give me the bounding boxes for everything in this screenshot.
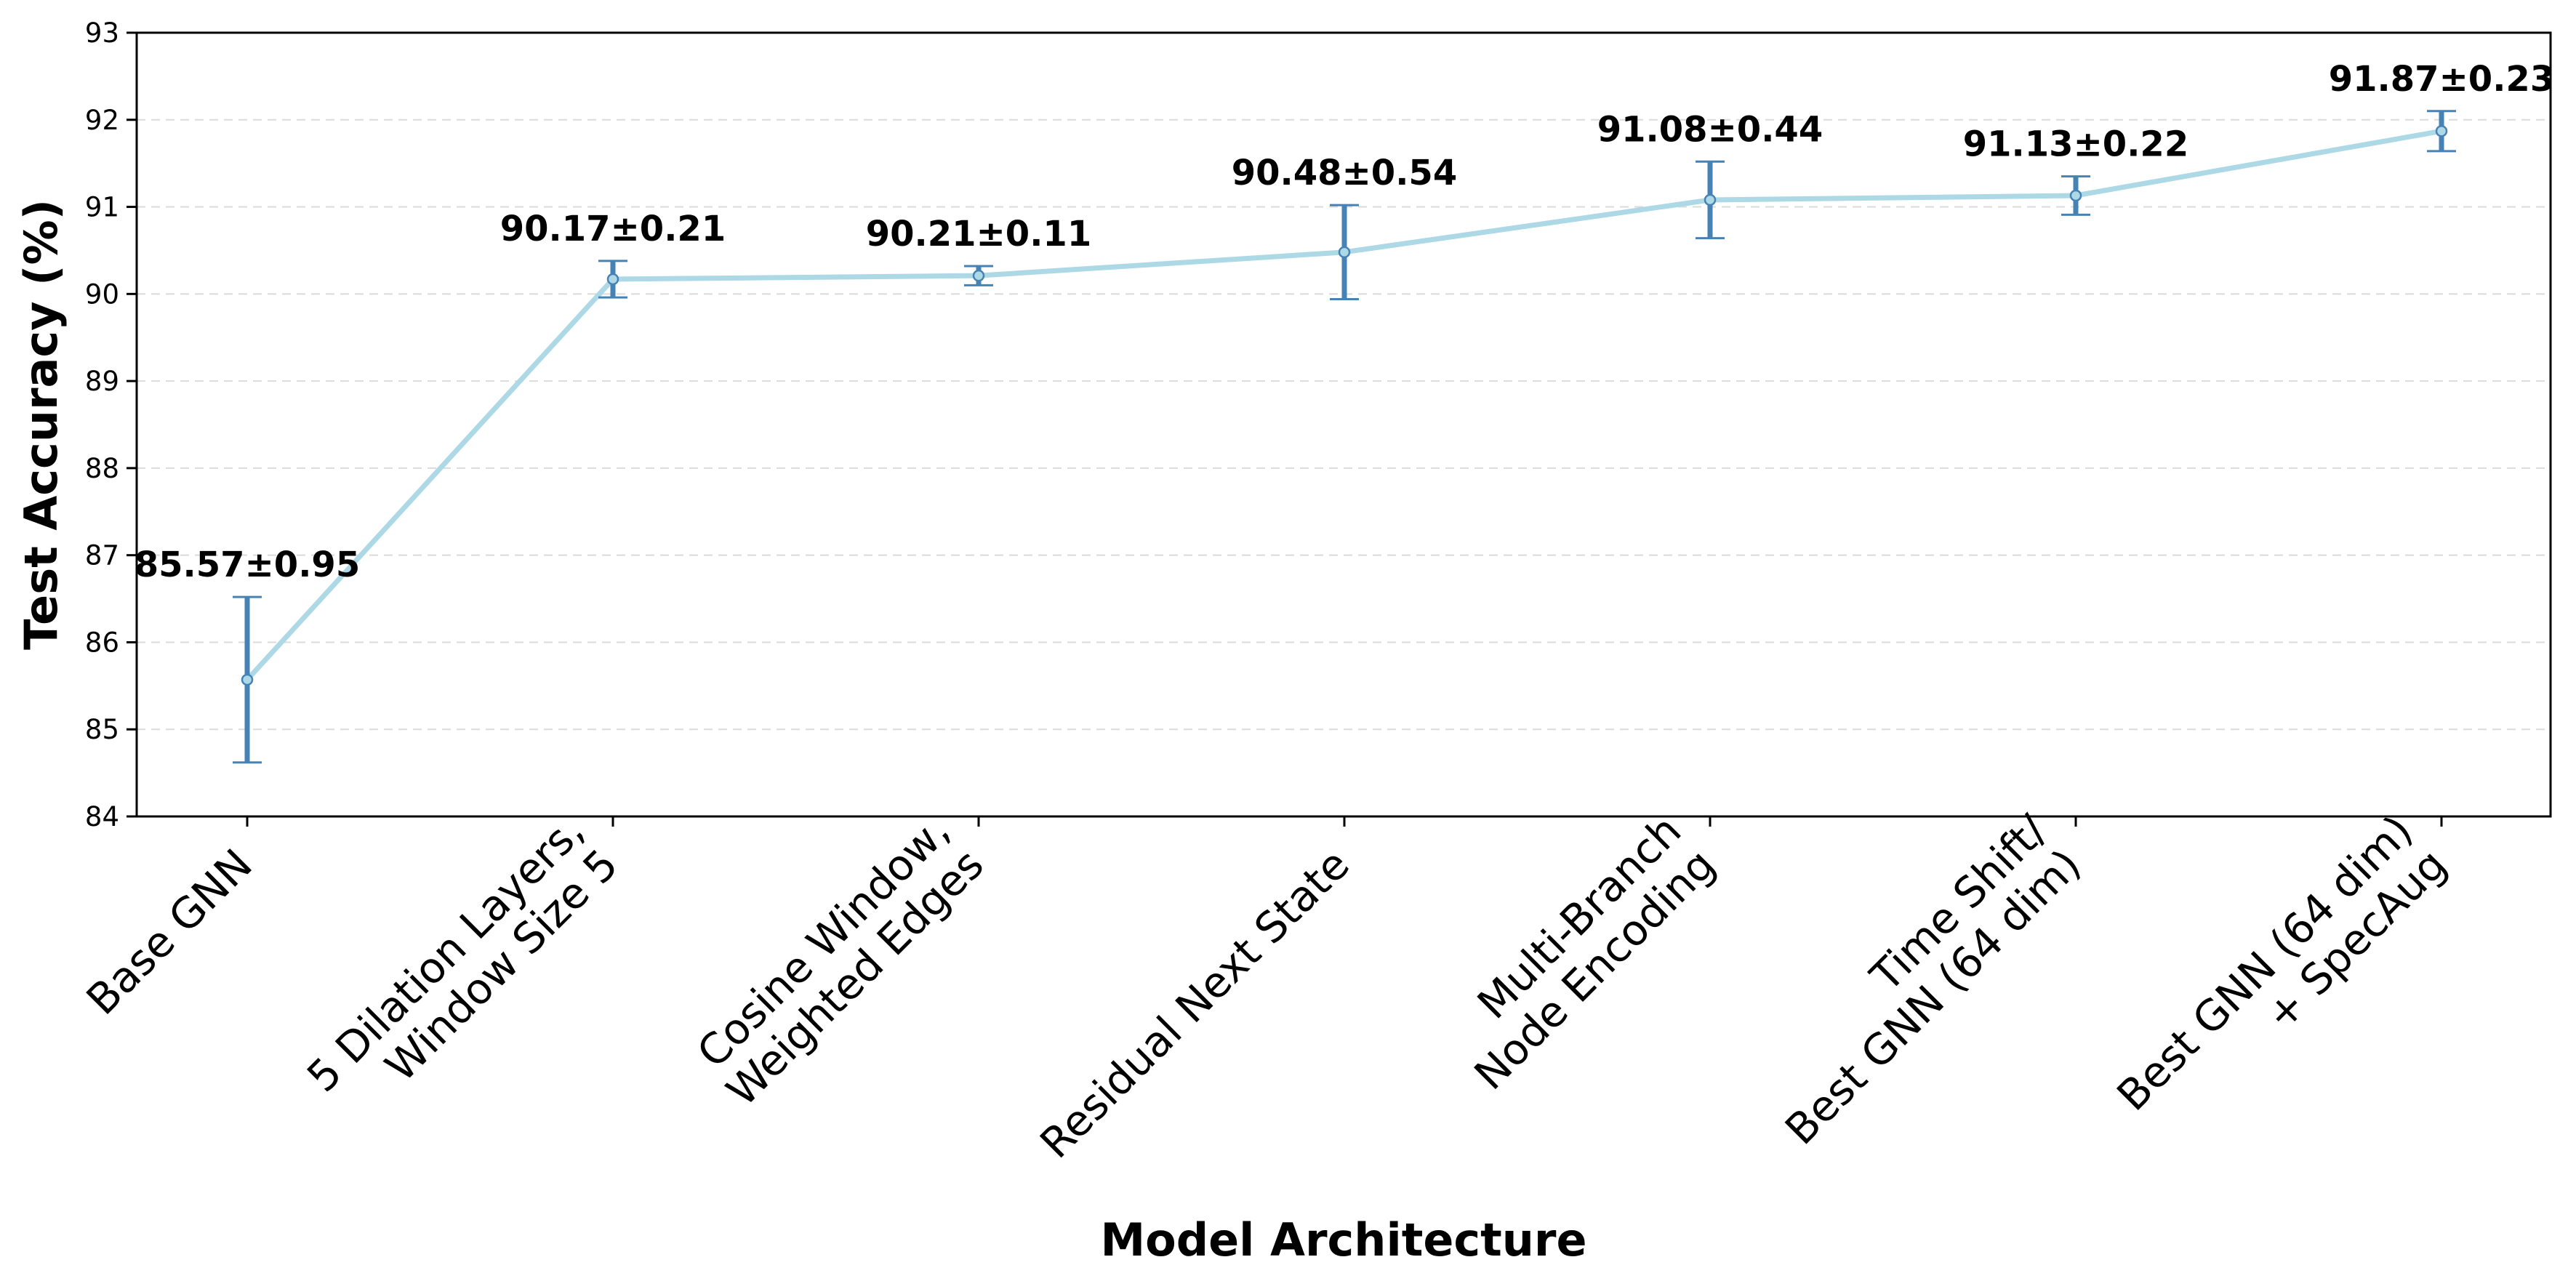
y-axis-ticks: 84 85 86 87 88 89 90 91 92 93: [85, 17, 137, 832]
x-tick-label-line: Best GNN (64 dim): [1775, 840, 2090, 1154]
x-axis-title: Model Architecture: [1100, 1213, 1586, 1266]
data-label: 85.57±0.95: [135, 545, 360, 585]
data-point: [1338, 246, 1351, 259]
x-tick-label: 5 Dilation Layers,Window Size 5: [297, 806, 627, 1136]
x-tick-label: Best GNN (64 dim)+ SpecAug: [2108, 806, 2456, 1154]
x-tick-label: Cosine Window,Weighted Edges: [683, 806, 993, 1116]
x-tick-label-line: 5 Dilation Layers,: [297, 806, 593, 1101]
y-tick-label: 85: [85, 714, 119, 745]
data-point: [2435, 125, 2448, 137]
y-tick-label: 92: [85, 105, 119, 136]
data-label: 90.48±0.54: [1232, 153, 1457, 193]
data-label: 91.08±0.44: [1597, 109, 1823, 150]
y-tick-label: 84: [85, 801, 119, 832]
y-tick-label: 89: [85, 366, 119, 397]
y-tick-label: 87: [85, 540, 119, 571]
x-tick-label: Base GNN: [77, 840, 262, 1024]
x-tick-label-line: Base GNN: [77, 840, 262, 1024]
data-label: 90.21±0.11: [866, 214, 1091, 254]
x-tick-label: Residual Next State: [1030, 840, 1358, 1168]
y-tick-label: 93: [85, 17, 119, 49]
x-tick-label-line: Residual Next State: [1030, 840, 1358, 1168]
x-tick-label-line: Best GNN (64 dim): [2108, 806, 2423, 1120]
data-point: [972, 269, 985, 282]
data-label: 91.13±0.22: [1963, 124, 2188, 165]
plot-frame: [135, 31, 2552, 818]
y-tick-label: 86: [85, 627, 119, 658]
y-tick-label: 88: [85, 453, 119, 484]
data-point: [1704, 193, 1717, 206]
y-axis-title: Test Accuracy (%): [15, 199, 68, 650]
series-accuracy: [233, 110, 2456, 764]
x-tick-label: Multi-BranchNode Encoding: [1431, 806, 1725, 1099]
data-label: 90.17±0.21: [500, 209, 726, 249]
data-point: [2069, 189, 2082, 202]
data-point: [241, 673, 254, 686]
data-point: [606, 273, 619, 286]
data-label: 91.87±0.23: [2329, 59, 2554, 100]
y-tick-label: 90: [85, 278, 119, 310]
y-tick-label: 91: [85, 192, 119, 223]
data-labels: 85.57±0.95 90.17±0.21 90.21±0.11 90.48±0.54…: [135, 59, 2554, 585]
x-tick-label: Time Shift/Best GNN (64 dim): [1742, 806, 2091, 1154]
